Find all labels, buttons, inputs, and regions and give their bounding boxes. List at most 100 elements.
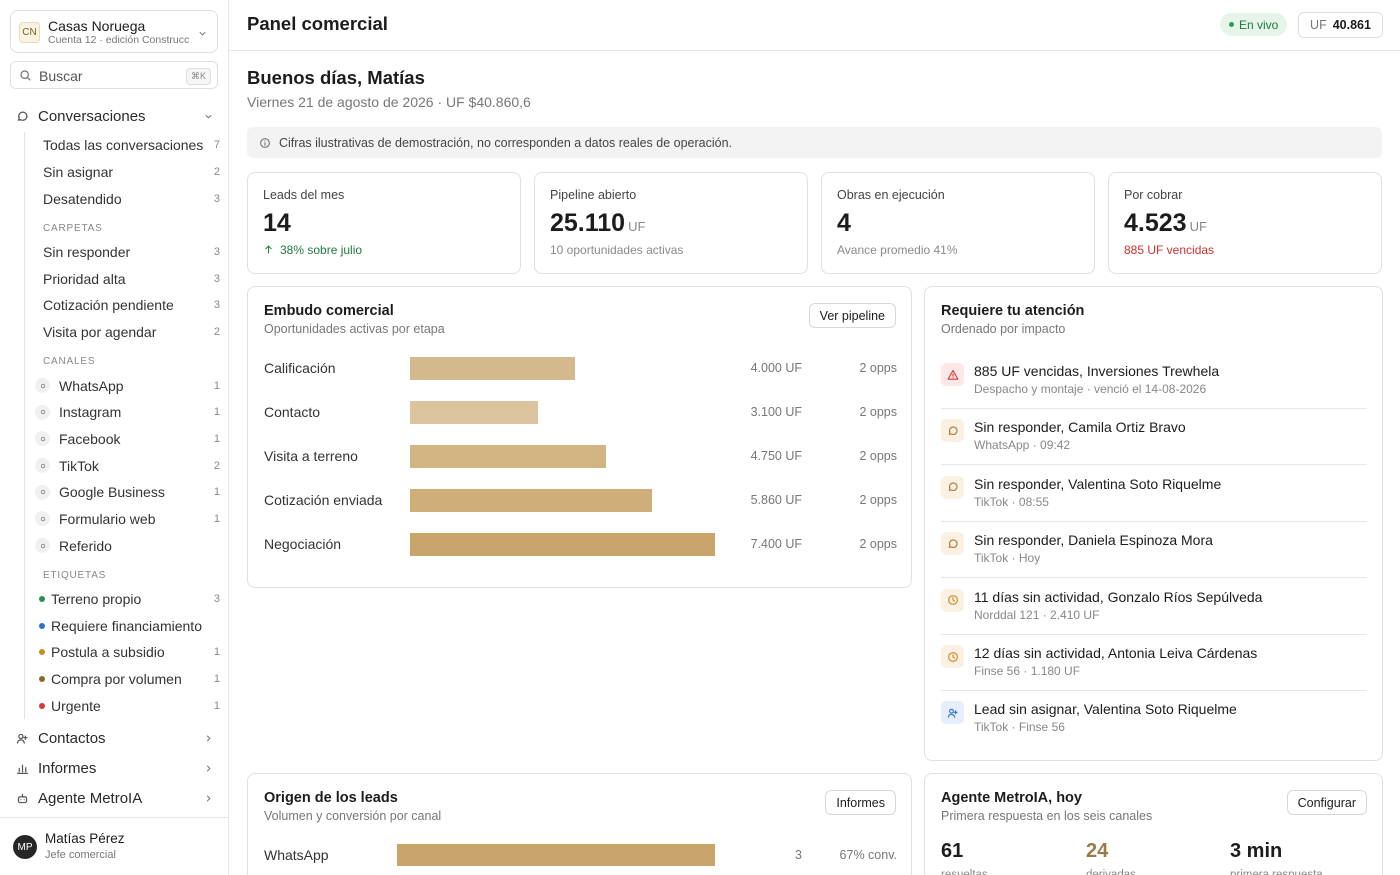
icon bbox=[263, 244, 274, 255]
channel-icon bbox=[35, 511, 50, 527]
user-profile[interactable]: MP Matías Pérez Jefe comercial bbox=[0, 817, 228, 875]
nav-item[interactable]: Referido bbox=[35, 532, 220, 559]
attention-icon bbox=[941, 645, 964, 668]
attention-item[interactable]: 885 UF vencidas, Inversiones Trewhela Des… bbox=[941, 361, 1367, 417]
icon bbox=[39, 515, 47, 523]
section-title: CARPETAS bbox=[43, 222, 103, 234]
nav-item-count: 2 bbox=[213, 166, 220, 179]
icon bbox=[947, 425, 959, 437]
stat-label: primera respuesta bbox=[1230, 869, 1323, 875]
icon bbox=[203, 763, 214, 774]
nav-item-label: Prioridad alta bbox=[43, 270, 126, 287]
stage-label: Calificación bbox=[264, 360, 336, 376]
nav-item-label: Sin asignar bbox=[43, 164, 114, 181]
icon bbox=[947, 369, 959, 381]
stage-value: 4.750 UF bbox=[750, 449, 802, 463]
nav-item[interactable]: Urgente 1 bbox=[39, 692, 220, 719]
card-title: Origen de los leads bbox=[264, 790, 398, 806]
stage-count: 2 opps bbox=[859, 449, 897, 463]
attention-title: Sin responder, Daniela Espinoza Mora bbox=[974, 532, 1213, 549]
nav-item[interactable]: Prioridad alta 3 bbox=[43, 265, 220, 292]
kpi-sub-text: 885 UF vencidas bbox=[1124, 243, 1215, 257]
user-avatar: MP bbox=[13, 835, 37, 859]
nav-item[interactable]: Google Business 1 bbox=[35, 479, 220, 506]
attention-item[interactable]: Sin responder, Camila Ortiz Bravo WhatsAp… bbox=[941, 417, 1367, 473]
nav-item[interactable]: Sin asignar 2 bbox=[43, 159, 220, 186]
nav-item-count: 1 bbox=[213, 432, 220, 445]
stage-count: 2 opps bbox=[859, 405, 897, 419]
nav-item[interactable]: Facebook 1 bbox=[35, 426, 220, 453]
attention-title: Sin responder, Valentina Soto Riquelme bbox=[974, 475, 1222, 492]
agent-card: Agente MetroIA, hoy Primera respuesta en … bbox=[924, 773, 1383, 875]
attention-item[interactable]: 12 días sin actividad, Antonia Leiva Cár… bbox=[941, 643, 1367, 699]
kpi-value: 4.523 UF bbox=[1124, 209, 1207, 238]
attention-icon bbox=[941, 588, 964, 612]
tag-dot bbox=[39, 596, 45, 603]
stat-label: derivadas bbox=[1086, 869, 1136, 875]
nav-item-count: 1 bbox=[213, 486, 220, 499]
nav-item-count: 3 bbox=[213, 272, 220, 285]
nav-item[interactable]: Sin responder 3 bbox=[43, 239, 220, 266]
nav-item[interactable]: Desatendido 3 bbox=[43, 185, 220, 212]
nav-item-count: 3 bbox=[213, 246, 220, 259]
funnel-row: Calificación 4.000 UF 2 opps bbox=[248, 357, 911, 381]
nav-item-label: Visita por agendar bbox=[43, 324, 157, 341]
funnel-bar bbox=[410, 533, 715, 556]
greeting: Buenos días, Matías bbox=[247, 67, 425, 88]
account-switcher[interactable]: CN Casas Noruega Cuenta 12 · edición Const… bbox=[10, 10, 218, 53]
nav-item[interactable]: Cotización pendiente 3 bbox=[43, 292, 220, 319]
nav-item[interactable]: Todas las conversaciones 7 bbox=[43, 132, 220, 159]
sidebar: CN Casas Noruega Cuenta 12 · edición Const… bbox=[0, 0, 229, 875]
search-box[interactable]: Buscar ⌘K bbox=[10, 61, 218, 89]
attention-icon bbox=[941, 701, 964, 725]
card-button[interactable]: Configurar bbox=[1286, 790, 1367, 815]
agent-stat: 3 min primera respuesta bbox=[1230, 840, 1323, 875]
nav-item-count: 1 bbox=[213, 406, 220, 419]
kpi-value: 25.110 UF bbox=[550, 209, 645, 238]
nav-conversations[interactable]: Conversaciones bbox=[16, 104, 214, 128]
attention-item[interactable]: Sin responder, Valentina Soto Riquelme Ti… bbox=[941, 474, 1367, 530]
attention-sub: Despacho y montaje · venció el 14-08-202… bbox=[974, 382, 1207, 396]
icon bbox=[39, 408, 47, 416]
icon bbox=[39, 542, 47, 550]
nav-item-label: Desatendido bbox=[43, 190, 122, 207]
account-avatar: CN bbox=[19, 22, 40, 43]
nav-item[interactable]: Compra por volumen 1 bbox=[39, 666, 220, 693]
stage-label: Contacto bbox=[264, 404, 321, 420]
stat-value: 24 bbox=[1086, 840, 1109, 862]
attention-item[interactable]: Lead sin asignar, Valentina Soto Riquelm… bbox=[941, 699, 1367, 755]
nav-item-label: Cotización pendiente bbox=[43, 297, 174, 314]
conversation-tree: Todas las conversaciones 7 Sin asignar 2 Des… bbox=[24, 132, 220, 720]
nav-item-label: Instagram bbox=[59, 404, 122, 421]
nav-item-label: Terreno propio bbox=[51, 591, 142, 608]
icon bbox=[39, 435, 47, 443]
card-button[interactable]: Ver pipeline bbox=[808, 303, 896, 328]
attention-item[interactable]: Sin responder, Daniela Espinoza Mora TikT… bbox=[941, 530, 1367, 586]
nav-label: Conversaciones bbox=[38, 107, 146, 125]
nav-item[interactable]: Formulario web 1 bbox=[35, 506, 220, 533]
nav-item[interactable]: Terreno propio 3 bbox=[39, 586, 220, 613]
nav-item-label: WhatsApp bbox=[59, 377, 124, 394]
nav-item[interactable]: WhatsApp 1 bbox=[35, 372, 220, 399]
nav-item[interactable]: Requiere financiamiento bbox=[39, 612, 220, 639]
icon bbox=[16, 792, 29, 805]
attention-title: 12 días sin actividad, Antonia Leiva Cár… bbox=[974, 645, 1258, 661]
stage-label: Cotización enviada bbox=[264, 492, 383, 508]
attention-item[interactable]: 11 días sin actividad, Gonzalo Ríos Sepú… bbox=[941, 587, 1367, 643]
funnel-bar bbox=[410, 445, 606, 468]
channel-icon bbox=[35, 378, 50, 394]
nav-item[interactable]: Instagram 1 bbox=[35, 399, 220, 426]
nav-row[interactable]: Informes bbox=[16, 756, 214, 780]
nav-item[interactable]: Postula a subsidio 1 bbox=[39, 639, 220, 666]
nav-row[interactable]: Agente MetroIA bbox=[16, 786, 214, 810]
icon bbox=[259, 137, 271, 152]
card-subtitle: Ordenado por impacto bbox=[941, 322, 1066, 336]
nav-item-label: Todas las conversaciones bbox=[43, 137, 204, 154]
nav-row[interactable]: Contactos bbox=[16, 726, 214, 750]
card-button[interactable]: Informes bbox=[825, 790, 896, 815]
nav-item[interactable]: Visita por agendar 2 bbox=[43, 319, 220, 346]
nav-item-count: 3 bbox=[213, 593, 220, 606]
kpi-card: Pipeline abierto 25.110 UF 10 oportunidades… bbox=[534, 172, 808, 274]
user-role: Jefe comercial bbox=[45, 849, 116, 861]
nav-item[interactable]: TikTok 2 bbox=[35, 452, 220, 479]
